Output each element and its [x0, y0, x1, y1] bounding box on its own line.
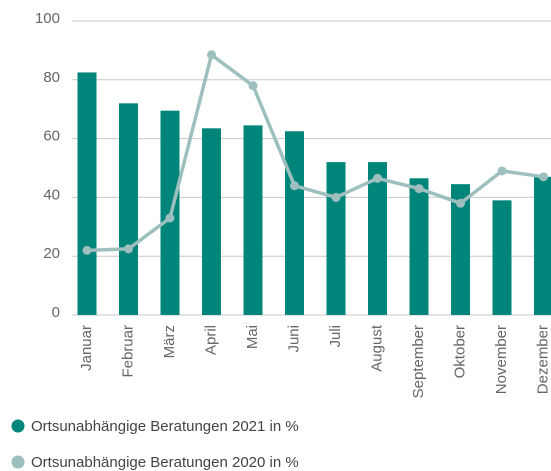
line-point	[124, 244, 133, 254]
line-point	[539, 172, 548, 182]
line-point	[373, 173, 382, 183]
bar	[77, 72, 97, 315]
legend-marker	[11, 455, 25, 469]
bar	[243, 125, 263, 316]
bar	[492, 200, 512, 315]
legend-label: Ortsunabhängige Beratungen 2020 in %	[31, 454, 299, 471]
y-tick-label: 0	[52, 304, 60, 321]
y-tick-label: 100	[35, 10, 60, 27]
x-tick-label: Juli	[327, 325, 344, 348]
x-tick-label: September	[410, 325, 427, 398]
x-tick-label: November	[493, 325, 510, 394]
y-tick-label: 60	[43, 128, 60, 145]
line-point	[414, 184, 424, 194]
line-point	[290, 181, 299, 191]
bar	[451, 184, 470, 315]
x-tick-label: Januar	[78, 325, 95, 371]
legend-marker	[11, 419, 25, 433]
y-tick-label: 40	[43, 186, 60, 203]
bar	[409, 178, 429, 315]
bar	[534, 176, 551, 315]
legend-label: Ortsunabhängige Beratungen 2021 in %	[31, 418, 299, 435]
x-tick-label: Juni	[285, 325, 302, 353]
bar	[368, 162, 387, 315]
x-tick-label: Dezember	[534, 325, 551, 394]
bar	[119, 103, 138, 315]
x-tick-label: August	[368, 324, 385, 372]
x-tick-label: April	[202, 325, 219, 355]
x-tick-label: März	[161, 325, 178, 358]
line-point	[165, 213, 175, 223]
bar	[326, 162, 346, 315]
line	[86, 51, 544, 253]
line-point	[456, 198, 465, 208]
line-point	[207, 50, 216, 60]
x-tick-label: Februar	[119, 325, 136, 378]
bar	[202, 128, 221, 315]
line-point	[497, 166, 507, 176]
line-point	[248, 81, 258, 91]
y-tick-label: 80	[43, 69, 60, 86]
line-point	[331, 192, 341, 202]
y-tick-label: 20	[43, 245, 60, 262]
x-tick-label: Mai	[244, 325, 261, 349]
x-tick-label: Oktober	[451, 325, 468, 378]
line-point	[82, 245, 92, 255]
bar	[285, 131, 304, 315]
